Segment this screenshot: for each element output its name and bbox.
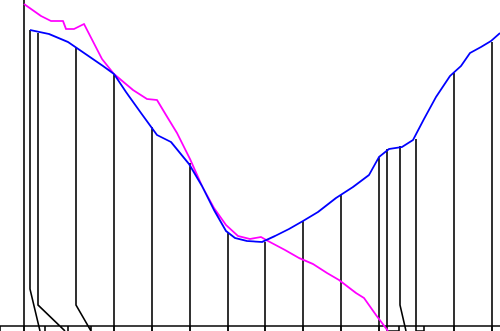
link-line (399, 146, 407, 331)
link-line (415, 139, 424, 331)
link-line (37, 33, 66, 331)
series-line-blue (29, 29, 500, 243)
x-axis (0, 325, 500, 331)
link-line (75, 48, 92, 331)
series-line-magenta (23, 3, 389, 331)
vertical-link-lines (23, 0, 493, 331)
link-line (386, 149, 399, 331)
series-lines (23, 3, 500, 331)
link-line (29, 30, 41, 331)
